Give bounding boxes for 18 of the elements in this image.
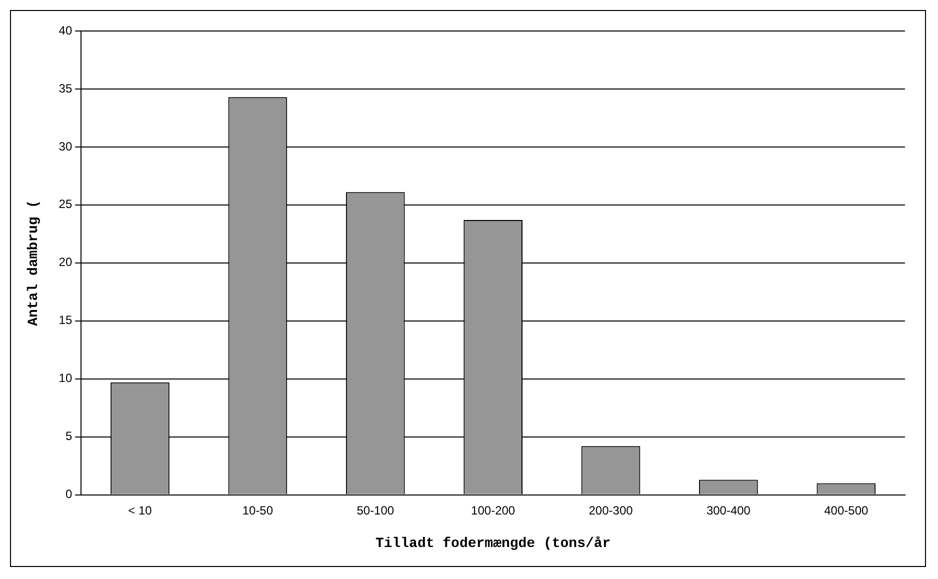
y-tick-label: 40: [58, 23, 72, 38]
x-tick-label: 10-50: [242, 503, 274, 518]
y-tick-label: 0: [65, 487, 72, 502]
x-tick-label: 50-100: [356, 503, 394, 518]
x-tick-label: 300-400: [706, 503, 751, 518]
x-tick-label: 400-500: [824, 503, 868, 518]
y-tick-label: 5: [65, 429, 72, 444]
y-tick-label: 25: [58, 197, 72, 212]
y-tick-label: 10: [58, 371, 72, 386]
y-tick-label: 20: [58, 255, 72, 270]
x-axis-title: Tilladt fodermængde (tons/år: [375, 536, 611, 552]
x-tick-label: 100-200: [471, 503, 516, 518]
y-axis-title: Antal dambrug (: [26, 200, 42, 326]
y-tick-label: 35: [58, 81, 72, 96]
y-tick-label: 30: [58, 139, 72, 154]
x-tick-label: 200-300: [588, 503, 634, 518]
y-tick-label: 15: [58, 313, 72, 328]
x-tick-label: < 10: [128, 503, 152, 518]
